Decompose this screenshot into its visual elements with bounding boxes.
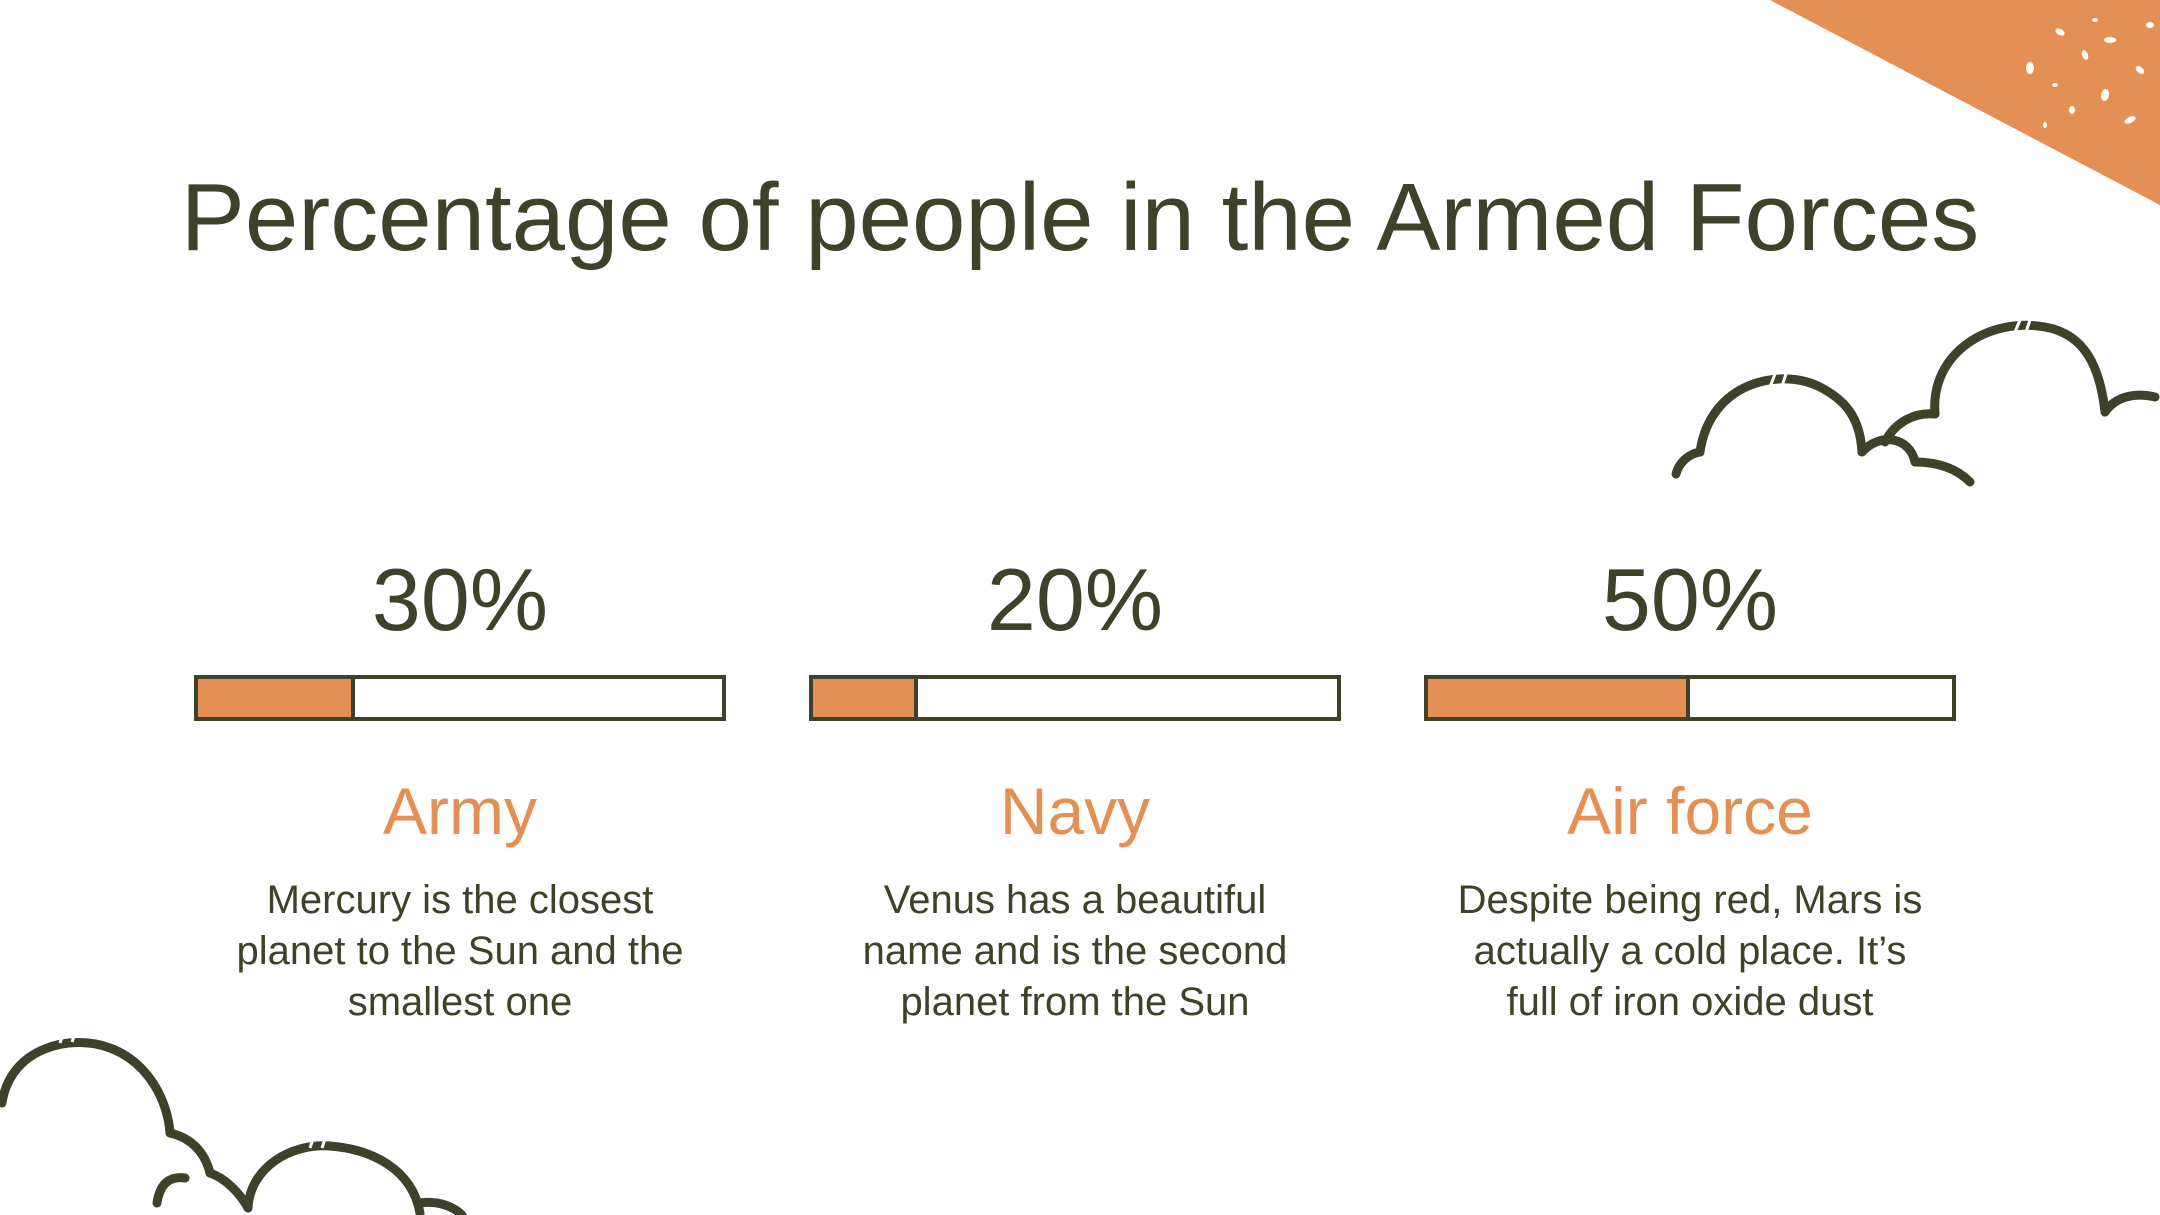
progress-bar-fill bbox=[1428, 679, 1690, 717]
slide-title: Percentage of people in the Armed Forces bbox=[180, 164, 1980, 271]
stat-value: 30% bbox=[371, 550, 549, 649]
orange-corner-decoration bbox=[1770, 0, 2160, 205]
progress-bar bbox=[194, 675, 726, 721]
stat-description: Despite being red, Mars is actually a co… bbox=[1457, 878, 1923, 1024]
cloud-outline-bottom-left bbox=[0, 1030, 467, 1215]
stat-value: 20% bbox=[986, 550, 1164, 649]
stat-label: Air force bbox=[1567, 774, 1813, 848]
stat-air-force: 50% Air force Despite being red, Mars is… bbox=[1424, 545, 1956, 1028]
stat-army: 30% Army Mercury is the closest planet t… bbox=[194, 545, 726, 1028]
stat-value: 50% bbox=[1601, 550, 1779, 649]
stat-description: Venus has a beautiful name and is the se… bbox=[862, 878, 1288, 1024]
stat-label: Navy bbox=[999, 774, 1151, 848]
stat-navy: 20% Navy Venus has a beautiful name and … bbox=[809, 545, 1341, 1028]
progress-bar bbox=[809, 675, 1341, 721]
cloud-outline-top-right bbox=[1671, 319, 2160, 487]
stat-description: Mercury is the closest planet to the Sun… bbox=[236, 878, 684, 1024]
progress-bar-fill bbox=[198, 679, 356, 717]
progress-bar bbox=[1424, 675, 1956, 721]
progress-bar-fill bbox=[813, 679, 918, 717]
stat-label: Army bbox=[383, 774, 537, 848]
